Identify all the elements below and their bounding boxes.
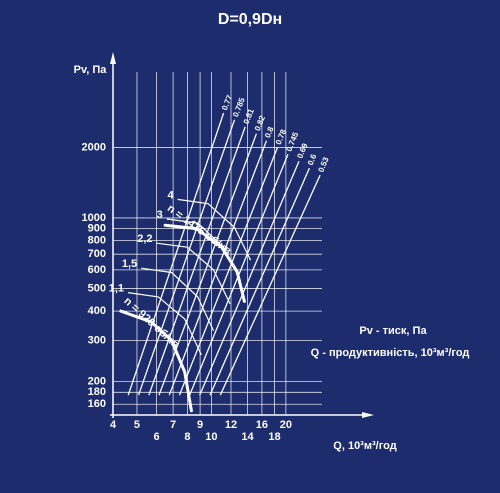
efficiency-line — [209, 167, 310, 396]
power-label: 1,5 — [122, 258, 137, 270]
x-tick-label: 20 — [280, 419, 292, 431]
power-curve — [177, 198, 252, 261]
y-tick-label: 2000 — [82, 141, 106, 153]
x-tick-label: 10 — [205, 431, 217, 443]
note: Q - продуктивність, 10³м³/год — [311, 347, 470, 359]
y-tick-label: 160 — [88, 398, 106, 410]
x-tick-label: 7 — [170, 419, 176, 431]
power-curve — [141, 267, 215, 331]
power-label: 2,2 — [137, 233, 152, 245]
y-axis-arrow — [110, 52, 116, 64]
y-tick-label: 700 — [88, 248, 106, 260]
y-tick-label: 500 — [88, 282, 106, 294]
power-label: 4 — [167, 189, 174, 201]
power-label: 3 — [157, 209, 163, 221]
fan-curve — [119, 309, 193, 413]
x-tick-label: 18 — [268, 431, 280, 443]
y-tick-label: 300 — [88, 334, 106, 346]
y-tick-label: 600 — [88, 264, 106, 276]
y-tick-label: 180 — [88, 386, 106, 398]
power-label: 1,1 — [109, 282, 124, 294]
efficiency-line — [148, 126, 246, 396]
x-tick-label: 9 — [197, 419, 203, 431]
x-tick-label: 12 — [225, 419, 237, 431]
fan-curve — [163, 223, 246, 303]
y-tick-label: 900 — [88, 223, 106, 235]
efficiency-line — [178, 147, 279, 396]
efficiency-line — [127, 112, 225, 396]
chart-title: D=0,9Dн — [218, 11, 282, 28]
y-tick-label: 1000 — [82, 212, 106, 224]
efficiency-label: 0.6 — [306, 152, 319, 166]
y-tick-label: 800 — [88, 235, 106, 247]
x-tick-label: 6 — [153, 431, 159, 443]
note: Pv - тиск, Па — [359, 325, 427, 337]
efficiency-label: 0.8 — [263, 125, 276, 139]
x-tick-label: 14 — [241, 431, 254, 443]
x-tick-label: 4 — [110, 419, 117, 431]
y-tick-label: 400 — [88, 305, 106, 317]
y-tick-label: 200 — [88, 376, 106, 388]
power-curve — [156, 242, 231, 305]
x-axis-label: Q, 10³м³/год — [333, 440, 396, 452]
y-axis-label: Pv, Па — [74, 64, 108, 76]
x-tick-label: 16 — [256, 419, 268, 431]
efficiency-line — [199, 161, 300, 396]
efficiency-line — [219, 174, 321, 396]
efficiency-line — [168, 140, 268, 396]
efficiency-line — [137, 119, 236, 396]
x-axis-arrow — [362, 412, 374, 418]
power-curve — [127, 292, 202, 356]
x-tick-label: 5 — [134, 419, 140, 431]
x-tick-label: 8 — [184, 431, 190, 443]
